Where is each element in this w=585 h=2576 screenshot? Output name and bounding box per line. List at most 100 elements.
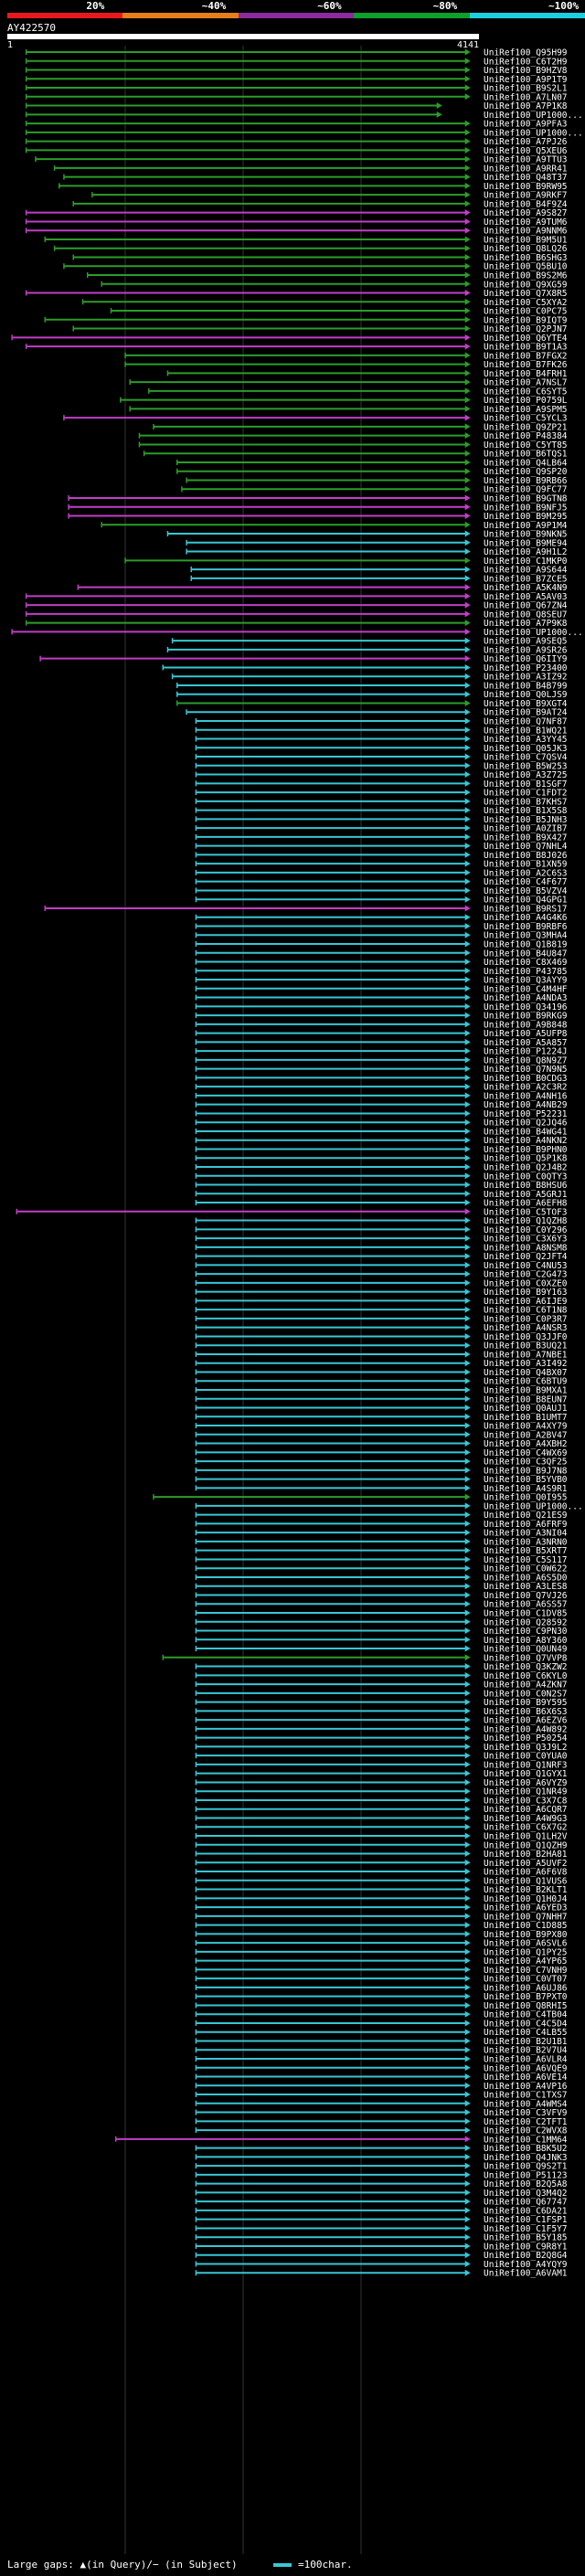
hit-row[interactable]: UniRef100_A6UJ86 xyxy=(195,1983,568,1993)
hit-row[interactable]: UniRef100_Q7NHL4 xyxy=(195,842,568,852)
hit-row[interactable]: UniRef100_A7P1K8 xyxy=(25,101,568,111)
hit-label[interactable]: UniRef100_A4VP16 xyxy=(484,2082,568,2092)
hit-label[interactable]: UniRef100_C6SYT5 xyxy=(484,387,568,397)
hit-label[interactable]: UniRef100_Q7NF87 xyxy=(484,717,568,727)
hit-row[interactable]: UniRef100_P0759L xyxy=(120,396,568,406)
hit-label[interactable]: UniRef100_B9RW95 xyxy=(484,182,568,192)
hit-label[interactable]: UniRef100_Q1NRF3 xyxy=(484,1760,568,1770)
hit-row[interactable]: UniRef100_Q1LH2V xyxy=(195,1832,568,1842)
hit-row[interactable]: UniRef100_Q4JNK3 xyxy=(195,2153,568,2163)
hit-row[interactable]: UniRef100_B2V7U4 xyxy=(195,2046,568,2056)
hit-row[interactable]: UniRef100_Q1NRF3 xyxy=(195,1760,568,1770)
hit-row[interactable]: UniRef100_A6CQR7 xyxy=(195,1805,568,1815)
hit-row[interactable]: UniRef100_C1DV85 xyxy=(195,1609,568,1619)
hit-row[interactable]: UniRef100_A8Y360 xyxy=(195,1636,568,1646)
hit-label[interactable]: UniRef100_Q2JQ46 xyxy=(484,1118,568,1129)
hit-row[interactable]: UniRef100_Q8LQ26 xyxy=(53,244,568,254)
hit-label[interactable]: UniRef100_A7P9K8 xyxy=(484,619,568,629)
hit-label[interactable]: UniRef100_B9S2L1 xyxy=(484,84,568,94)
hit-row[interactable]: UniRef100_C7QSV4 xyxy=(195,753,568,763)
hit-row[interactable]: UniRef100_A6VAM1 xyxy=(195,2269,568,2279)
hit-label[interactable]: UniRef100_B2U1B1 xyxy=(484,2037,568,2047)
hit-row[interactable]: UniRef100_B9HZV8 xyxy=(25,66,568,76)
hit-label[interactable]: UniRef100_C4M4HF xyxy=(484,984,568,994)
hit-row[interactable]: UniRef100_A5A857 xyxy=(195,1038,568,1048)
hit-label[interactable]: UniRef100_A4NKN2 xyxy=(484,1136,568,1146)
hit-label[interactable]: UniRef100_A6IJE9 xyxy=(484,1297,568,1307)
hit-label[interactable]: UniRef100_Q4BX07 xyxy=(484,1368,568,1378)
hit-row[interactable]: UniRef100_B5XRT7 xyxy=(195,1546,568,1556)
hit-row[interactable]: UniRef100_B0CDG3 xyxy=(195,1074,568,1084)
hit-label[interactable]: UniRef100_A4YQY9 xyxy=(484,2260,568,2270)
hit-label[interactable]: UniRef100_B2V7U4 xyxy=(484,2046,568,2056)
hit-label[interactable]: UniRef100_A7LN07 xyxy=(484,92,568,102)
hit-row[interactable]: UniRef100_C3X6Y3 xyxy=(195,1235,568,1245)
hit-row[interactable]: UniRef100_B9S2L1 xyxy=(25,84,568,94)
hit-label[interactable]: UniRef100_Q3JJF0 xyxy=(484,1332,568,1342)
hit-label[interactable]: UniRef100_B4U847 xyxy=(484,949,568,959)
hit-row[interactable]: UniRef100_Q9FC77 xyxy=(181,485,568,495)
hit-label[interactable]: UniRef100_C5TOF3 xyxy=(484,1207,568,1217)
hit-label[interactable]: UniRef100_B3UQ21 xyxy=(484,1341,568,1352)
hit-label[interactable]: UniRef100_B1SGF7 xyxy=(484,779,568,790)
hit-row[interactable]: UniRef100_A9NNM6 xyxy=(25,227,568,237)
hit-row[interactable]: UniRef100_A6S5D0 xyxy=(195,1573,568,1583)
hit-label[interactable]: UniRef100_A4XY79 xyxy=(484,1422,568,1432)
hit-row[interactable]: UniRef100_Q1PY25 xyxy=(195,1947,568,1957)
hit-row[interactable]: UniRef100_A7NSL7 xyxy=(129,378,568,388)
hit-row[interactable]: UniRef100_C0Y296 xyxy=(195,1225,568,1235)
hit-label[interactable]: UniRef100_A4NH16 xyxy=(484,1091,568,1101)
hit-row[interactable]: UniRef100_C0VT07 xyxy=(195,1975,568,1985)
hit-label[interactable]: UniRef100_Q1PY25 xyxy=(484,1947,568,1957)
hit-row[interactable]: UniRef100_A9RKF7 xyxy=(91,191,568,201)
hit-row[interactable]: UniRef100_C6T2H9 xyxy=(25,57,568,67)
hit-row[interactable]: UniRef100_Q7NHH7 xyxy=(195,1912,568,1922)
hit-row[interactable]: UniRef100_C1MKP0 xyxy=(124,557,568,567)
hit-label[interactable]: UniRef100_B4WG41 xyxy=(484,1127,568,1137)
hit-row[interactable]: UniRef100_A9H1L2 xyxy=(186,547,568,557)
hit-label[interactable]: UniRef100_B5Y185 xyxy=(484,2233,568,2243)
hit-row[interactable]: UniRef100_Q9SP20 xyxy=(176,467,568,477)
hit-label[interactable]: UniRef100_C4TB04 xyxy=(484,2010,568,2020)
hit-label[interactable]: UniRef100_A9P1M4 xyxy=(484,521,568,531)
hit-row[interactable]: UniRef100_C4M4HF xyxy=(195,984,568,994)
hit-row[interactable]: UniRef100_Q2PJN7 xyxy=(72,324,568,334)
hit-label[interactable]: UniRef100_B9RBF6 xyxy=(484,922,568,932)
hit-row[interactable]: UniRef100_C3QF25 xyxy=(195,1458,568,1468)
hit-label[interactable]: UniRef100_B8EUN7 xyxy=(484,1394,568,1405)
hit-label[interactable]: UniRef100_Q0AUJ1 xyxy=(484,1404,568,1414)
hit-row[interactable]: UniRef100_A5AV03 xyxy=(25,592,568,602)
hit-row[interactable]: UniRef100_A9PFA3 xyxy=(25,120,568,130)
hit-row[interactable]: UniRef100_A7NBE1 xyxy=(195,1350,568,1360)
hit-row[interactable]: UniRef100_C0YUA0 xyxy=(195,1752,568,1762)
hit-row[interactable]: UniRef100_A6VQE9 xyxy=(195,2063,568,2073)
hit-label[interactable]: UniRef100_Q8SEU7 xyxy=(484,610,568,620)
hit-row[interactable]: UniRef100_B9PHN0 xyxy=(195,1145,568,1155)
hit-label[interactable]: UniRef100_A6F6V8 xyxy=(484,1868,568,1878)
hit-label[interactable]: UniRef100_A5K4N9 xyxy=(484,583,568,593)
hit-label[interactable]: UniRef100_B7KHS7 xyxy=(484,797,568,807)
hit-label[interactable]: UniRef100_A3NI04 xyxy=(484,1529,568,1539)
hit-row[interactable]: UniRef100_A6IJE9 xyxy=(195,1297,568,1307)
hit-row[interactable]: UniRef100_A3YY45 xyxy=(195,735,568,745)
hit-label[interactable]: UniRef100_Q28592 xyxy=(484,1617,568,1627)
hit-row[interactable]: UniRef100_B9MXA1 xyxy=(195,1386,568,1396)
hit-label[interactable]: UniRef100_A0ZIB7 xyxy=(484,824,568,834)
hit-label[interactable]: UniRef100_Q67747 xyxy=(484,2198,568,2208)
hit-label[interactable]: UniRef100_B9GTN8 xyxy=(484,494,568,504)
hit-label[interactable]: UniRef100_A4XBH2 xyxy=(484,1439,568,1449)
hit-label[interactable]: UniRef100_Q9S2T1 xyxy=(484,2162,568,2172)
hit-row[interactable]: UniRef100_C1F5Y7 xyxy=(195,2224,568,2234)
hit-label[interactable]: UniRef100_A3NRN0 xyxy=(484,1537,568,1547)
hit-row[interactable]: UniRef100_Q67747 xyxy=(195,2198,568,2208)
hit-label[interactable]: UniRef100_A9SPM5 xyxy=(484,405,568,415)
hit-label[interactable]: UniRef100_C6KYL0 xyxy=(484,1671,568,1681)
hit-row[interactable]: UniRef100_A2C6S3 xyxy=(195,868,568,878)
hit-row[interactable]: UniRef100_B7FK26 xyxy=(124,360,568,370)
hit-label[interactable]: UniRef100_B9J7N8 xyxy=(484,1466,568,1476)
hit-row[interactable]: UniRef100_C4LB55 xyxy=(195,2028,568,2038)
hit-row[interactable]: UniRef100_C0QTY3 xyxy=(195,1171,568,1182)
hit-label[interactable]: UniRef100_Q1H0J4 xyxy=(484,1894,568,1904)
hit-row[interactable]: UniRef100_A6VYZ9 xyxy=(195,1778,568,1788)
hit-label[interactable]: UniRef100_UP1000... xyxy=(484,628,583,638)
